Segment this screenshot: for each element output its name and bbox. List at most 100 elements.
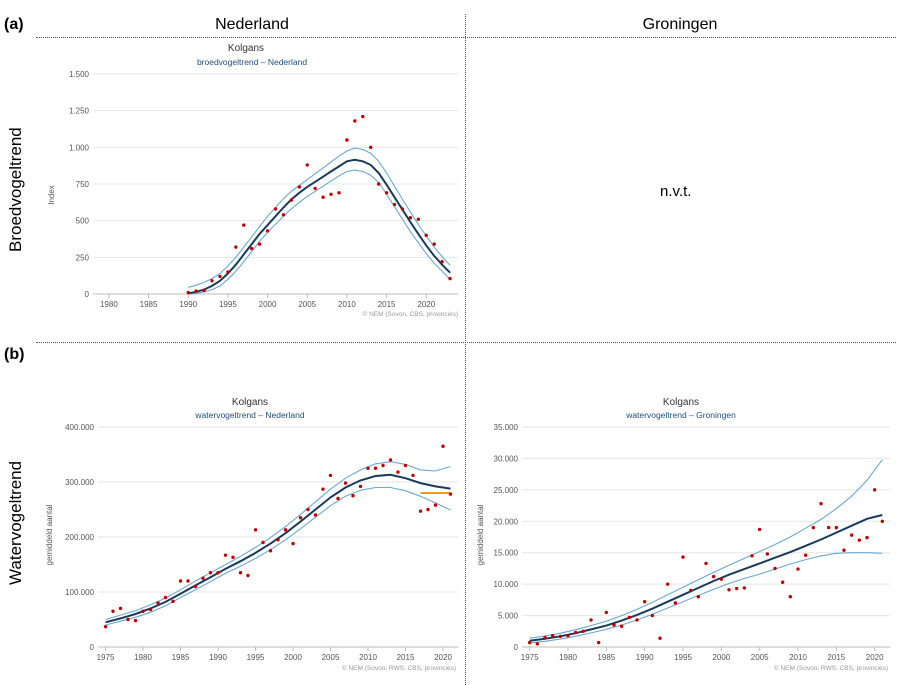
not-applicable-text: n.v.t. — [660, 183, 692, 200]
data-point — [234, 245, 238, 249]
data-point — [276, 538, 280, 542]
x-tick-label: 1990 — [636, 653, 654, 662]
chart-title: Kolgans — [663, 397, 699, 408]
chart-watervogeltrend-groningen: 0 5.000 10.000 15.000 20.000 25.000 30.000 35.0… — [476, 397, 890, 672]
data-point — [448, 492, 453, 496]
data-point — [865, 535, 869, 540]
data-point — [596, 640, 601, 645]
data-point — [796, 567, 800, 571]
upper-confidence-line — [105, 461, 451, 621]
data-point — [273, 207, 278, 211]
data-point — [306, 507, 310, 512]
data-point — [426, 507, 430, 512]
data-point — [358, 484, 363, 489]
y-tick-label: 5.000 — [498, 612, 519, 621]
chart-credit: © NEM (Sovon, RWS, CBS, provincies) — [774, 664, 888, 672]
panel-label-a: (a) — [4, 16, 24, 33]
x-tick-label: 2000 — [712, 653, 730, 662]
data-point — [186, 290, 190, 295]
data-point — [826, 525, 831, 530]
y-tick-label: 0 — [514, 643, 519, 652]
data-point — [696, 595, 701, 599]
chart-subtitle: watervogeltrend – Nederland — [194, 410, 304, 420]
data-point — [773, 566, 777, 571]
data-point — [750, 554, 754, 558]
data-point — [201, 576, 205, 580]
data-point — [381, 463, 385, 468]
data-point — [627, 615, 632, 620]
trend-line — [188, 158, 451, 295]
data-point — [321, 487, 325, 491]
x-tick-label: 1985 — [172, 653, 190, 662]
y-tick-label: 1.500 — [69, 70, 90, 79]
x-tick-label: 1995 — [247, 653, 265, 662]
y-axis-label: gemiddeld aantal — [45, 504, 54, 565]
data-point — [210, 279, 214, 283]
data-point — [392, 202, 397, 207]
data-point — [156, 601, 160, 605]
data-point — [400, 207, 405, 211]
data-point — [448, 276, 452, 281]
data-point — [872, 488, 877, 492]
data-point — [612, 623, 616, 627]
data-point — [589, 618, 593, 622]
y-tick-label: 200.000 — [65, 533, 94, 542]
data-point — [343, 481, 348, 485]
y-tick-label: 300.000 — [65, 478, 94, 487]
data-point — [681, 555, 685, 559]
data-point — [440, 260, 444, 264]
chart-subtitle: broedvogeltrend – Nederland — [197, 57, 307, 67]
data-point — [411, 473, 415, 478]
data-point — [527, 640, 532, 645]
row-header-watervogeltrend: Watervogeltrend — [6, 460, 25, 585]
data-point — [408, 216, 413, 220]
data-point — [424, 233, 428, 238]
y-tick-label: 0 — [90, 643, 95, 652]
data-point — [141, 609, 145, 613]
data-point — [834, 525, 839, 530]
row-header-broedvogeltrend: Broedvogeltrend — [6, 127, 25, 252]
data-point — [849, 533, 854, 537]
data-point — [186, 579, 190, 583]
data-point — [216, 571, 220, 575]
data-point — [642, 600, 647, 604]
y-tick-label: 30.000 — [494, 454, 519, 463]
vertical-divider — [465, 14, 466, 685]
x-tick-label: 2010 — [338, 300, 356, 309]
x-tick-label: 2005 — [322, 653, 340, 662]
y-tick-label: 250 — [76, 253, 90, 262]
data-point — [757, 527, 762, 532]
y-tick-label: 20.000 — [494, 517, 519, 526]
data-point — [208, 571, 213, 575]
data-point — [535, 642, 540, 646]
trend-line — [105, 473, 451, 624]
panel-label-b: (b) — [4, 346, 25, 363]
y-tick-label: 35.000 — [494, 423, 519, 432]
data-point — [103, 624, 108, 629]
data-point — [550, 633, 555, 638]
data-point — [345, 138, 349, 142]
data-point — [857, 538, 862, 542]
middle-horizontal-divider — [36, 342, 896, 343]
data-point — [353, 119, 357, 123]
data-point — [193, 584, 198, 589]
x-tick-label: 2015 — [378, 300, 396, 309]
chart-watervogeltrend-nederland: 0 100.000 200.000 300.000 400.000 1975 1980 198… — [45, 397, 458, 672]
data-point — [558, 634, 563, 639]
x-tick-label: 2010 — [359, 653, 377, 662]
data-point — [249, 246, 254, 251]
data-point — [321, 195, 325, 199]
y-tick-label: 25.000 — [494, 486, 519, 495]
data-point — [218, 274, 222, 279]
top-horizontal-divider — [36, 37, 896, 38]
chart-broedvogeltrend-nederland: 0 250 500 750 1.000 1.250 1.500 1980 1985 1990 199… — [47, 43, 458, 318]
data-point — [581, 629, 586, 633]
x-tick-label: 1980 — [559, 653, 577, 662]
data-point — [688, 588, 693, 593]
lower-confidence-line — [529, 552, 883, 644]
data-point — [416, 217, 421, 221]
x-tick-label: 1980 — [100, 300, 118, 309]
data-point — [298, 516, 303, 520]
x-tick-label: 1995 — [674, 653, 692, 662]
data-point — [246, 573, 250, 578]
